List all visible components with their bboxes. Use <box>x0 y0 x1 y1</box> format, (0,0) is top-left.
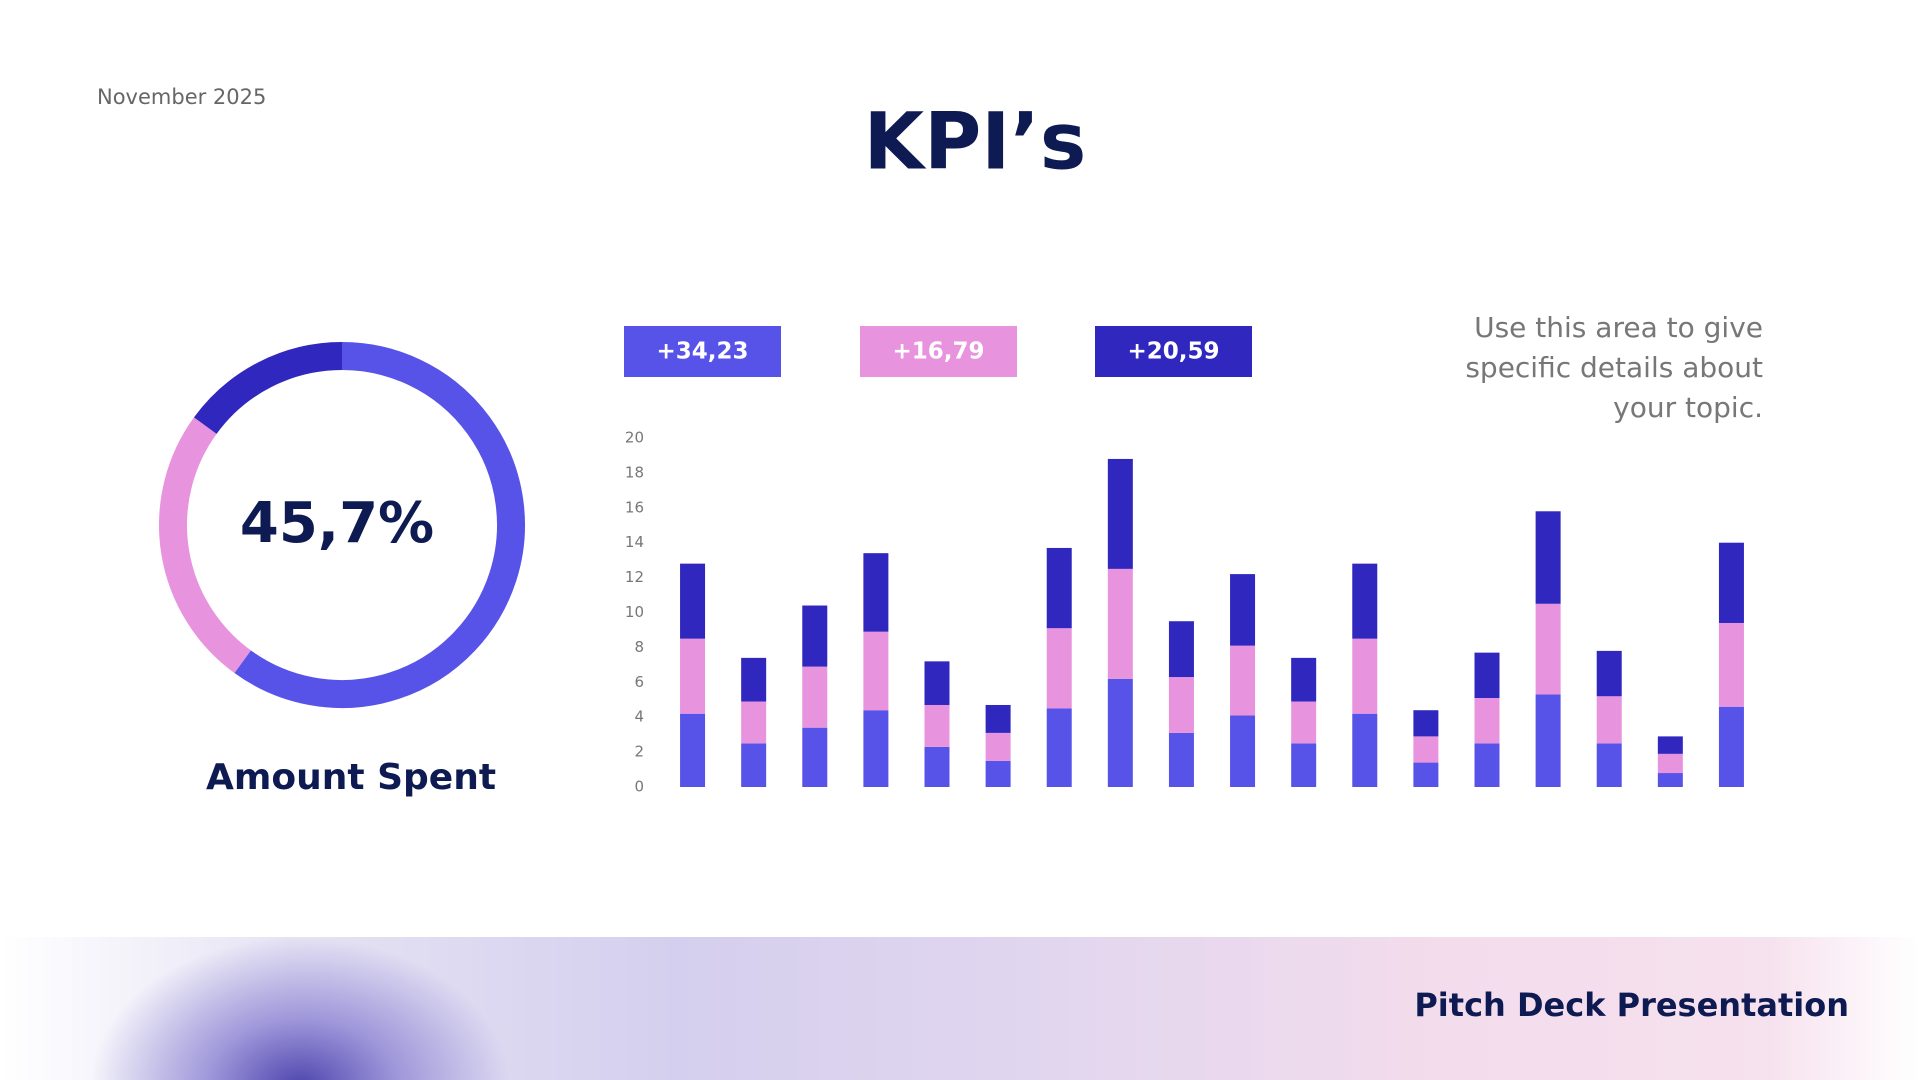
bar-segment <box>1107 568 1133 679</box>
bar-segment <box>1718 622 1744 707</box>
bar-segment <box>1230 574 1256 646</box>
bar-segment <box>1474 652 1500 699</box>
bar-segment <box>1718 706 1744 787</box>
y-tick-label: 6 <box>634 673 644 691</box>
bar-segment <box>863 710 889 787</box>
bar-segment <box>1046 628 1072 709</box>
donut-segment <box>159 417 252 674</box>
bar-segment <box>1230 645 1256 716</box>
bar-segment <box>1168 621 1194 678</box>
bar-segment <box>1535 603 1561 695</box>
bar-segment <box>1352 563 1378 639</box>
donut-segment <box>234 342 525 708</box>
bar-segment <box>1046 708 1072 787</box>
footer-band <box>0 937 1920 1080</box>
legend-swatch <box>624 326 781 377</box>
bar-segment <box>1168 677 1194 733</box>
bar-segment <box>1352 638 1378 714</box>
description: your topic. <box>1613 391 1763 424</box>
bar-segment <box>1107 678 1133 787</box>
bar-segment <box>741 701 767 744</box>
bar-segment <box>741 743 767 787</box>
bar-segment <box>863 553 889 632</box>
bar-segment <box>924 746 950 787</box>
description: Use this area to give <box>1474 311 1763 344</box>
footer-text: Pitch Deck Presentation <box>1414 986 1849 1024</box>
bar-segment <box>1291 743 1317 787</box>
y-tick-label: 12 <box>625 568 644 586</box>
bar-segment <box>924 661 950 705</box>
y-tick-label: 20 <box>625 429 644 447</box>
bar-segment <box>1413 762 1439 787</box>
y-tick-label: 18 <box>625 463 644 481</box>
y-tick-label: 10 <box>625 603 644 621</box>
y-tick-label: 0 <box>634 778 644 796</box>
bar-segment <box>1657 753 1683 774</box>
donut-title: Amount Spent <box>206 757 496 798</box>
y-tick-label: 16 <box>625 498 644 516</box>
bar-segment <box>680 563 706 639</box>
bar-segment <box>802 605 828 667</box>
y-tick-label: 14 <box>625 533 644 551</box>
bar-segment <box>802 727 828 787</box>
bar-segment <box>1596 650 1622 697</box>
bar-segment <box>1230 715 1256 787</box>
bar-segment <box>802 666 828 728</box>
legend-label: +20,59 <box>1127 339 1219 365</box>
bar-segment <box>1291 701 1317 744</box>
donut-center-label: 45,7% <box>240 491 434 556</box>
bar-segment <box>1535 511 1561 604</box>
bar-segment <box>1413 736 1439 763</box>
bar-segment <box>680 713 706 787</box>
legend-label: +34,23 <box>656 339 748 365</box>
slide-title: KPI’s <box>864 97 1087 187</box>
legend-swatch <box>860 326 1017 377</box>
bar-segment <box>985 732 1011 761</box>
bar-segment <box>1352 713 1378 787</box>
date: November 2025 <box>97 85 266 109</box>
bar-segment <box>1413 710 1439 737</box>
bar-segment <box>924 704 950 747</box>
legend-swatch <box>1095 326 1252 377</box>
bar-segment <box>1474 743 1500 787</box>
bar-segment <box>1718 542 1744 623</box>
bar-segment <box>985 760 1011 787</box>
bar-segment <box>741 657 767 702</box>
bar-segment <box>1474 698 1500 744</box>
description: specific details about <box>1465 351 1763 384</box>
y-tick-label: 4 <box>634 708 644 726</box>
donut-segment <box>193 342 343 435</box>
bar-segment <box>680 638 706 714</box>
bar-segment <box>1046 547 1072 629</box>
y-tick-label: 8 <box>634 638 644 656</box>
bar-segment <box>1657 736 1683 754</box>
bar-segment <box>1168 732 1194 787</box>
bar-segment <box>1535 694 1561 787</box>
bar-segment <box>1657 773 1683 787</box>
y-tick-label: 2 <box>634 743 644 761</box>
bar-segment <box>1596 696 1622 744</box>
bar-segment <box>863 631 889 711</box>
bar-segment <box>985 704 1011 733</box>
bar-segment <box>1107 458 1133 569</box>
legend-label: +16,79 <box>892 339 984 365</box>
bar-segment <box>1596 743 1622 787</box>
bar-segment <box>1291 657 1317 702</box>
